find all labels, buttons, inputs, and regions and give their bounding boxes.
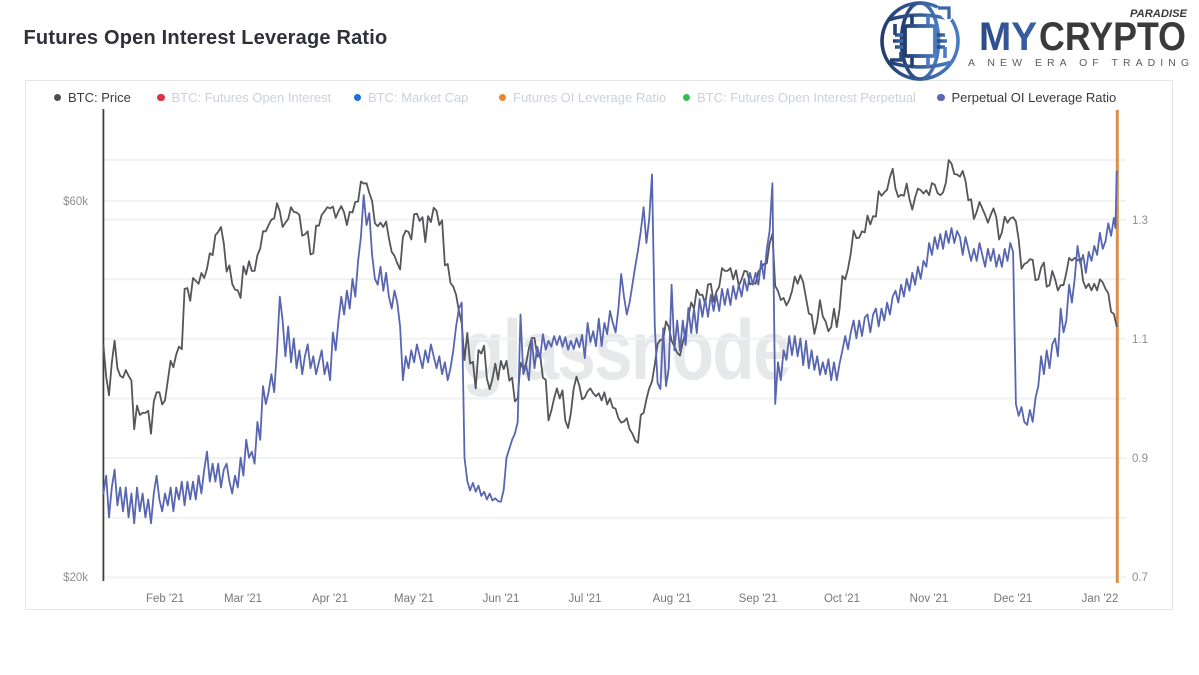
svg-text:Jul '21: Jul '21 bbox=[569, 593, 602, 605]
svg-text:Apr '21: Apr '21 bbox=[312, 593, 348, 605]
svg-text:CRYPTO: CRYPTO bbox=[1039, 15, 1186, 59]
svg-text:glassnode: glassnode bbox=[462, 303, 790, 397]
svg-text:Feb '21: Feb '21 bbox=[146, 593, 184, 605]
svg-text:PARADISE: PARADISE bbox=[1130, 8, 1188, 20]
svg-text:Dec '21: Dec '21 bbox=[994, 593, 1033, 605]
svg-text:0.7: 0.7 bbox=[1132, 572, 1148, 584]
svg-text:0.9: 0.9 bbox=[1132, 453, 1148, 465]
svg-text:1.1: 1.1 bbox=[1132, 334, 1148, 346]
svg-text:Jan '22: Jan '22 bbox=[1082, 593, 1119, 605]
svg-text:Mar '21: Mar '21 bbox=[224, 593, 262, 605]
svg-text:Jun '21: Jun '21 bbox=[483, 593, 520, 605]
svg-text:Oct '21: Oct '21 bbox=[824, 593, 860, 605]
svg-text:$60k: $60k bbox=[63, 196, 88, 208]
svg-text:$20k: $20k bbox=[63, 572, 88, 584]
svg-text:1.3: 1.3 bbox=[1132, 215, 1148, 227]
svg-text:May '21: May '21 bbox=[394, 593, 434, 605]
svg-text:Nov '21: Nov '21 bbox=[910, 593, 949, 605]
svg-text:MY: MY bbox=[979, 15, 1037, 59]
svg-text:Sep '21: Sep '21 bbox=[739, 593, 778, 605]
svg-text:Aug '21: Aug '21 bbox=[653, 593, 692, 605]
